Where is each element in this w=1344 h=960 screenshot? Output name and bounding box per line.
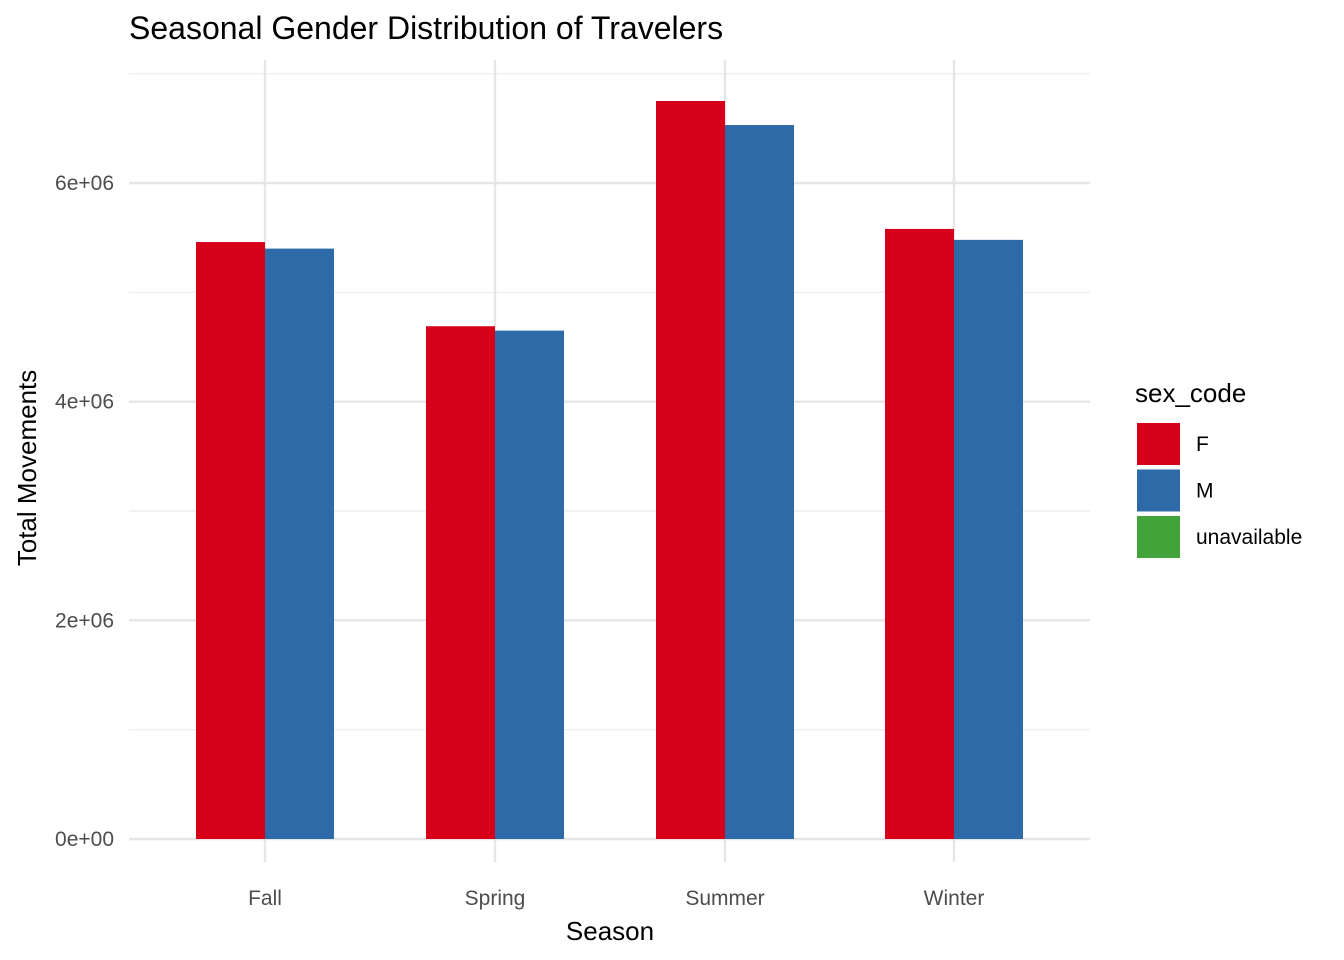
y-axis-ticks: 0e+00 2e+06 4e+06 6e+06 bbox=[55, 172, 114, 851]
bar-summer-m bbox=[725, 125, 794, 839]
bar-spring-f bbox=[426, 326, 495, 839]
y-tick-label: 2e+06 bbox=[55, 609, 114, 632]
legend-title: sex_code bbox=[1135, 378, 1246, 408]
x-tick-label: Summer bbox=[685, 887, 764, 910]
legend-swatch-m bbox=[1137, 469, 1180, 512]
legend-swatch-f bbox=[1137, 423, 1180, 465]
x-tick-label: Spring bbox=[465, 887, 526, 910]
y-tick-label: 6e+06 bbox=[55, 172, 114, 195]
x-axis-ticks: Fall Spring Summer Winter bbox=[248, 887, 984, 910]
x-tick-label: Fall bbox=[248, 887, 282, 910]
y-tick-label: 0e+00 bbox=[55, 828, 114, 851]
y-axis-title: Total Movements bbox=[12, 370, 42, 567]
bar-spring-m bbox=[495, 330, 564, 839]
x-tick-label: Winter bbox=[924, 887, 985, 910]
bar-fall-f bbox=[196, 242, 265, 840]
bar-summer-f bbox=[656, 101, 725, 839]
bars bbox=[196, 101, 1023, 840]
y-tick-label: 4e+06 bbox=[55, 391, 114, 414]
bar-winter-f bbox=[885, 228, 954, 840]
bar-fall-m bbox=[265, 248, 334, 840]
legend-swatch-unavailable bbox=[1137, 516, 1180, 558]
legend-label-m: M bbox=[1196, 480, 1214, 503]
legend-label-unavailable: unavailable bbox=[1196, 526, 1302, 549]
legend-label-f: F bbox=[1196, 433, 1209, 456]
x-axis-title: Season bbox=[566, 916, 654, 946]
bar-winter-m bbox=[954, 239, 1023, 839]
chart-title: Seasonal Gender Distribution of Traveler… bbox=[129, 10, 723, 46]
